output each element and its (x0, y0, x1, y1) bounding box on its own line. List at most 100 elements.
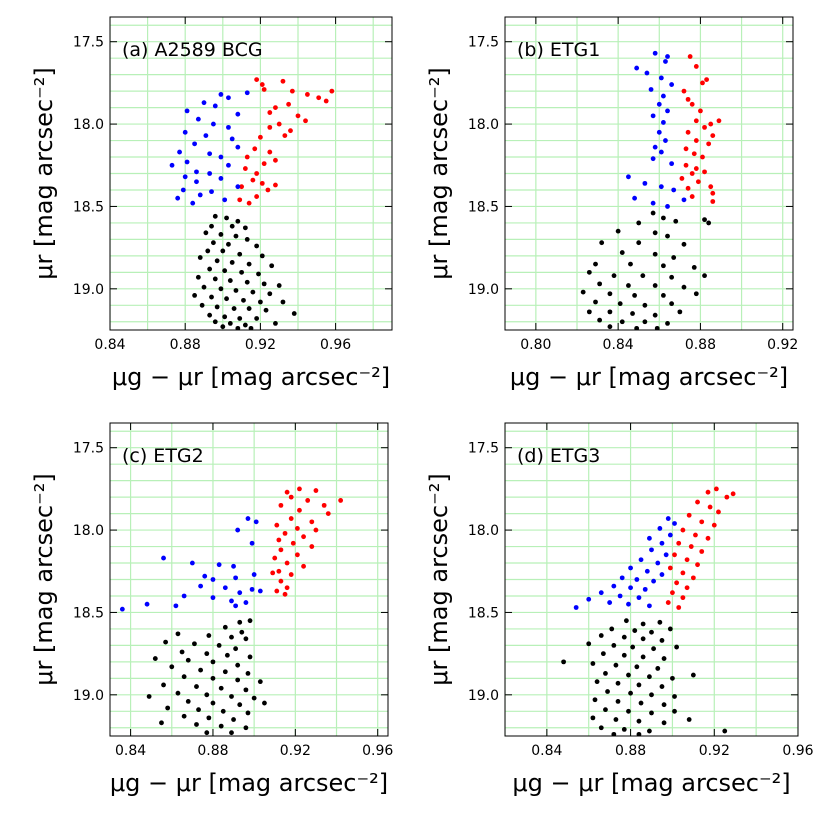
point-inner (231, 306, 237, 311)
point-outer (267, 124, 273, 130)
point-middle (665, 54, 670, 59)
y-tick-label: 17.5 (73, 441, 104, 457)
point-inner (621, 652, 627, 658)
point-outer (683, 146, 689, 152)
point-inner (593, 299, 598, 305)
point-middle (257, 588, 263, 594)
point-outer (303, 118, 308, 124)
point-outer (278, 578, 284, 584)
point-inner (243, 725, 249, 731)
panel-b: 0.80 0.84 0.88 0.92 17.5 18.0 18.5 19.0 (b) ETG1… (425, 16, 798, 391)
point-middle (642, 180, 648, 186)
point-outer (690, 575, 696, 581)
point-middle (628, 585, 633, 591)
point-outer (679, 176, 685, 181)
panel-d: 0.84 0.88 0.92 0.96 17.5 18.0 18.5 19.0 (d) ETG3… (425, 422, 814, 797)
point-inner (661, 720, 667, 726)
point-inner (194, 722, 199, 727)
x-tick-label: 0.84 (531, 743, 562, 759)
point-inner (615, 228, 621, 234)
grid (110, 423, 388, 736)
point-inner (209, 294, 214, 300)
point-inner (181, 713, 187, 719)
point-inner (619, 250, 625, 255)
point-outer (706, 141, 712, 147)
point-middle (192, 141, 198, 147)
point-middle (644, 568, 650, 574)
point-outer (282, 133, 288, 139)
point-inner (659, 638, 665, 643)
point-inner (261, 281, 267, 287)
point-middle (235, 184, 241, 190)
point-inner (212, 213, 218, 219)
point-middle (638, 557, 644, 563)
point-outer (252, 146, 258, 152)
point-inner (669, 301, 675, 307)
point-outer (282, 591, 288, 597)
point-inner (672, 708, 677, 714)
point-inner (599, 240, 605, 246)
point-outer (710, 133, 716, 139)
point-outer (313, 527, 319, 533)
point-inner (580, 289, 586, 295)
point-inner (665, 321, 670, 326)
point-outer (276, 537, 282, 543)
point-inner (626, 283, 631, 288)
x-tick-label: 0.92 (245, 337, 276, 353)
point-middle (181, 593, 187, 599)
point-outer (316, 95, 322, 101)
point-inner (226, 241, 231, 247)
point-inner (229, 260, 235, 265)
point-middle (203, 133, 209, 139)
axes-frame (109, 16, 393, 331)
point-inner (203, 230, 209, 236)
point-inner (197, 255, 203, 260)
point-middle (207, 151, 213, 157)
x-tick-label: 0.92 (280, 743, 311, 759)
point-inner (201, 284, 207, 290)
point-inner (242, 225, 248, 231)
y-tick-label: 19.0 (73, 282, 104, 298)
point-inner (237, 316, 243, 321)
y-tick-label: 17.5 (73, 35, 104, 51)
point-outer (689, 194, 695, 199)
point-inner (636, 682, 642, 688)
point-outer (699, 519, 705, 525)
point-outer (724, 494, 730, 500)
point-inner (706, 220, 712, 226)
point-middle (195, 116, 201, 122)
point-outer (254, 77, 260, 82)
point-inner (649, 710, 654, 716)
panel-title: (c) ETG2 (122, 445, 204, 467)
point-inner (209, 223, 214, 229)
points (561, 486, 736, 736)
point-middle (210, 595, 216, 601)
point-outer (702, 124, 707, 130)
point-outer (693, 138, 699, 143)
point-inner (248, 325, 254, 330)
y-axis-label: μr [mag arcsec⁻²] (425, 67, 453, 279)
point-middle (649, 547, 654, 553)
point-inner (615, 699, 621, 704)
point-middle (177, 149, 182, 155)
point-middle (222, 585, 228, 591)
point-inner (661, 293, 666, 298)
point-outer (686, 512, 692, 518)
point-inner (152, 656, 158, 661)
point-inner (267, 291, 273, 297)
point-outer (273, 182, 278, 188)
point-middle (226, 162, 231, 168)
point-inner (628, 690, 633, 696)
point-inner (607, 324, 613, 330)
point-outer (684, 585, 690, 591)
y-tick-label: 18.5 (468, 199, 499, 215)
point-middle (235, 527, 241, 533)
x-tick-label: 0.84 (603, 337, 634, 353)
point-inner (702, 273, 707, 279)
point-inner (628, 261, 633, 267)
point-middle (249, 586, 255, 592)
point-inner (603, 707, 608, 713)
y-tick-label: 18.0 (468, 117, 499, 133)
point-inner (241, 297, 246, 303)
